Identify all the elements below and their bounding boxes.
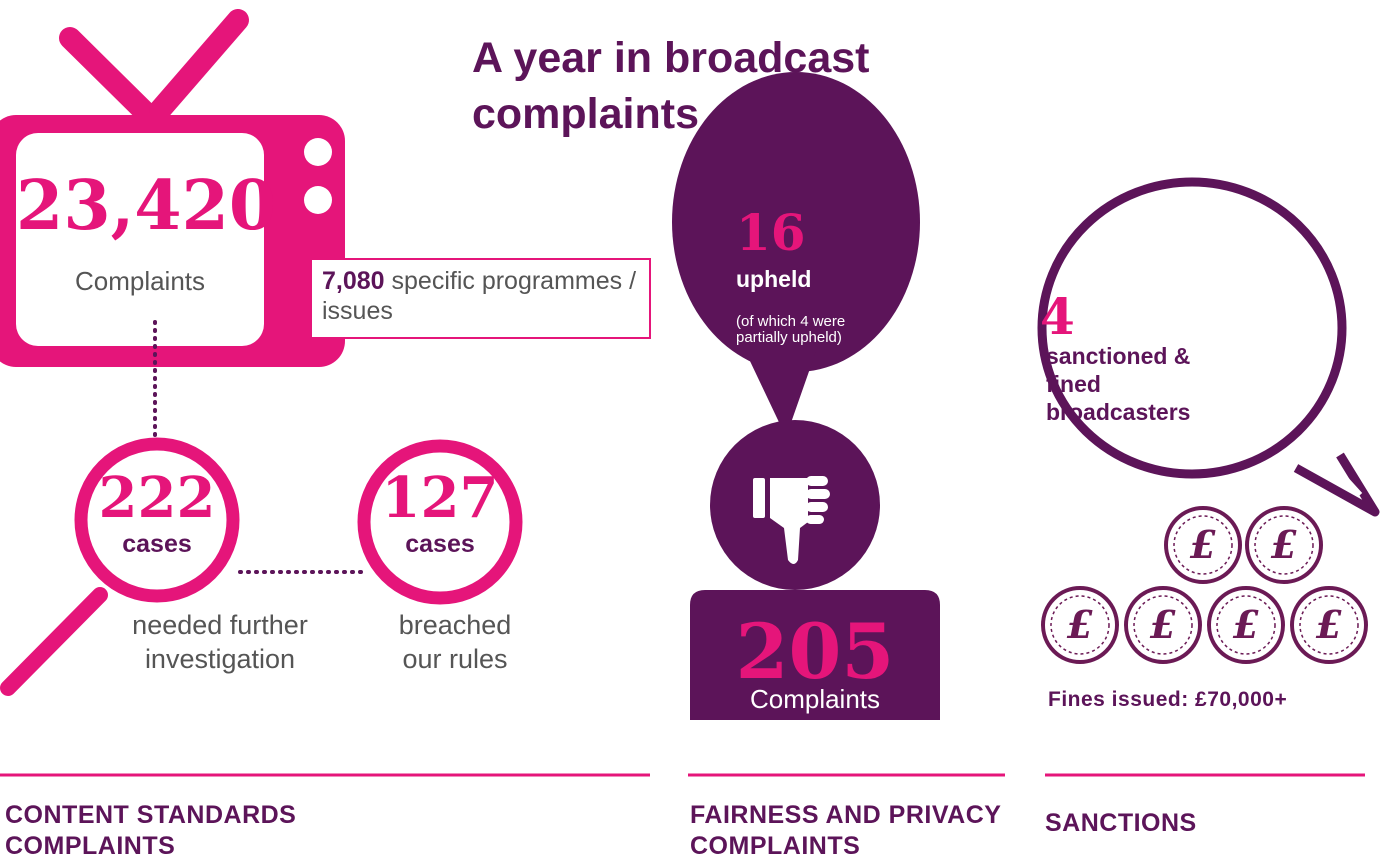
- programmes-text: 7,080 specific programmes / issues: [322, 266, 642, 326]
- bubble-tail: [1296, 455, 1375, 512]
- fairness-total: 205: [690, 614, 940, 690]
- sanctioned-count: 4: [1040, 292, 1075, 342]
- fairness-total-label: Complaints: [690, 684, 940, 715]
- speech-bubble: [1042, 182, 1342, 474]
- coin-symbol: £: [1067, 602, 1093, 647]
- antenna: [160, 20, 238, 110]
- page: £ £ £ £ £ £ A year in broadcast complaints 23…: [0, 0, 1386, 868]
- breached-count: 127: [365, 470, 515, 526]
- total-complaints: 23,420: [16, 172, 264, 240]
- programmes-count: 7,080: [322, 267, 385, 295]
- upheld-note: (of which 4 were partially upheld): [736, 314, 886, 346]
- tv-knob: [304, 186, 332, 214]
- coin-symbol: £: [1190, 522, 1216, 567]
- coin-symbol: £: [1150, 602, 1176, 647]
- coin-symbol: £: [1316, 602, 1342, 647]
- sanctioned-label: sanctioned & fined broadcasters: [1046, 342, 1246, 426]
- upheld-label: upheld: [736, 266, 811, 293]
- coin-symbol: £: [1233, 602, 1259, 647]
- fines-issued: Fines issued: £70,000+: [1048, 688, 1287, 712]
- section-heading: CONTENT STANDARDS COMPLAINTS: [5, 800, 385, 862]
- upheld-count: 16: [736, 208, 806, 258]
- coins: £ £ £ £ £ £: [1043, 508, 1366, 662]
- investigated-unit: cases: [82, 530, 232, 559]
- investigated-label: needed further investigation: [120, 608, 320, 676]
- section-heading: SANCTIONS: [1045, 808, 1365, 839]
- coin-symbol: £: [1271, 522, 1297, 567]
- total-label: Complaints: [16, 266, 264, 297]
- breached-label: breached our rules: [380, 608, 530, 676]
- breached-unit: cases: [365, 530, 515, 559]
- page-title: A year in broadcast complaints: [472, 30, 912, 142]
- tv-knob: [304, 138, 332, 166]
- magnifier-handle: [8, 595, 100, 688]
- section-heading: FAIRNESS AND PRIVACY COMPLAINTS: [690, 800, 1020, 862]
- antenna: [70, 38, 155, 122]
- investigated-count: 222: [82, 470, 232, 526]
